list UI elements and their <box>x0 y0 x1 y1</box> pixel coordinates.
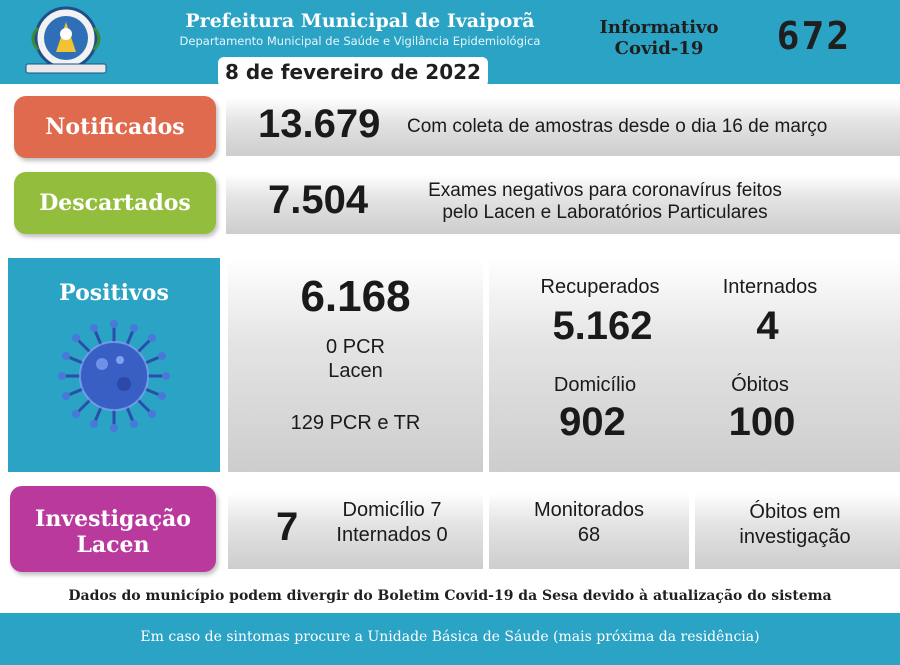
obitos-investigacao-line2: investigação <box>739 526 851 548</box>
recuperados-label: Recuperados <box>540 276 660 298</box>
domicilio-label: Domicílio <box>553 374 637 396</box>
monitorados-label: Monitorados <box>533 499 645 521</box>
prefeitura-title: Prefeitura Municipal de Ivaiporã <box>185 10 535 32</box>
investigacao-label-line1: Investigação <box>35 506 191 532</box>
pcr-lacen-line2: Lacen <box>328 360 383 382</box>
monitorados-value: 68 <box>577 524 601 546</box>
coronavirus-icon <box>58 320 170 432</box>
obitos-value: 100 <box>728 400 796 444</box>
info-box: Informativo Covid-19 672 <box>584 0 900 84</box>
footer-message: Em caso de sintomas procure a Unidade Bá… <box>140 629 760 645</box>
descartados-description: Exames negativos para coronavírus feitos… <box>390 180 820 224</box>
pcr-lacen-line1: 0 PCR <box>326 336 385 358</box>
investigacao-internados: Internados 0 <box>336 524 448 546</box>
internados-label: Internados <box>722 276 818 298</box>
internados-value: 4 <box>756 304 779 348</box>
monitorados: Monitorados 68 <box>489 498 689 548</box>
positivos-detail-panel <box>489 258 900 472</box>
header-bar: Prefeitura Municipal de Ivaiporã Departa… <box>0 0 900 87</box>
descartados-description-line2: pelo Lacen e Laboratórios Particulares <box>442 202 768 223</box>
info-label-line2: Covid-19 <box>614 38 704 59</box>
footer-bar: Em caso de sintomas procure a Unidade Bá… <box>0 613 900 665</box>
info-label-line1: Informativo <box>599 17 719 38</box>
edition-number: 672 <box>776 14 852 58</box>
obitos-investigacao-line1: Óbitos em <box>749 501 841 523</box>
notificados-description: Com coleta de amostras desde o dia 16 de… <box>407 116 828 137</box>
obitos-investigacao-panel <box>695 493 900 569</box>
positivos-value: 6.168 <box>300 272 411 321</box>
notificados-label: Notificados <box>14 96 216 158</box>
notificados-value: 13.679 <box>258 102 381 146</box>
descartados-description-line1: Exames negativos para coronavírus feitos <box>428 180 782 201</box>
pcr-tr: 129 PCR e TR <box>290 412 421 434</box>
pcr-lacen: 0 PCR Lacen <box>228 335 483 383</box>
monitorados-panel <box>489 493 689 569</box>
descartados-label: Descartados <box>14 172 216 234</box>
descartados-panel <box>226 174 900 234</box>
positivos-total-panel <box>228 258 483 472</box>
disclaimer-note: Dados do município podem divergir do Bol… <box>68 588 832 604</box>
descartados-value: 7.504 <box>268 178 369 222</box>
notificados-panel <box>226 98 900 156</box>
investigacao-panel <box>228 493 483 569</box>
recuperados-value: 5.162 <box>552 304 653 348</box>
investigacao-breakdown: Domicílio 7 Internados 0 <box>322 498 462 548</box>
investigacao-domicilio: Domicílio 7 <box>342 499 442 521</box>
positivos-label: Positivos <box>59 280 169 306</box>
domicilio-value: 902 <box>559 400 626 444</box>
investigacao-value: 7 <box>276 505 299 549</box>
municipal-seal-icon <box>25 6 107 74</box>
department-subtitle: Departamento Municipal de Saúde e Vigilâ… <box>179 34 541 48</box>
bulletin-date: 8 de fevereiro de 2022 <box>218 57 488 87</box>
obitos-label: Óbitos <box>731 374 789 396</box>
investigacao-label-line2: Lacen <box>76 532 150 558</box>
investigacao-label: Investigação Lacen <box>10 486 216 572</box>
obitos-investigacao: Óbitos em investigação <box>695 500 895 550</box>
info-label: Informativo Covid-19 <box>584 17 734 59</box>
